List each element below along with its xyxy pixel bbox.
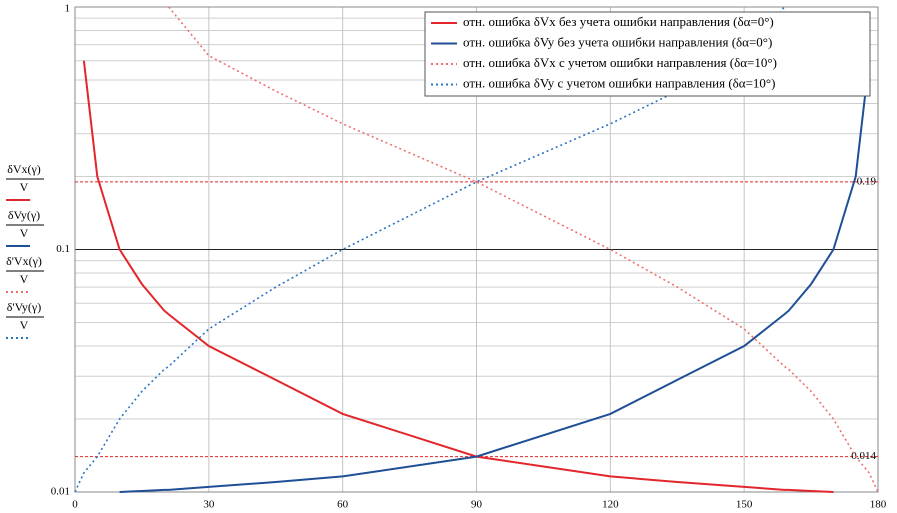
series-line: [82, 60, 834, 493]
legend-label: отн. ошибка δVx без учета ошибки направл…: [463, 14, 774, 29]
y-axis-label: V: [20, 226, 29, 240]
legend-label: отн. ошибка δVx с учетом ошибки направле…: [463, 55, 777, 70]
series-line: [168, 6, 879, 493]
x-tick-label: 150: [736, 499, 753, 511]
series-line: [74, 6, 785, 493]
series-line: [119, 60, 871, 493]
x-tick-label: 90: [471, 499, 483, 511]
y-tick-label: 1: [65, 3, 71, 15]
x-tick-label: 120: [602, 499, 619, 511]
x-tick-label: 30: [203, 499, 215, 511]
reference-label: 0.19: [857, 175, 877, 187]
x-tick-label: 0: [72, 499, 78, 511]
y-axis-label: δVy(γ): [8, 208, 40, 222]
y-tick-label: 0.1: [56, 243, 70, 255]
y-axis-label: V: [20, 180, 29, 194]
y-tick-label: 0.01: [51, 486, 70, 498]
legend-box: [424, 11, 871, 97]
reference-label: 0.014: [851, 450, 876, 462]
y-axis-label: V: [20, 318, 29, 332]
y-axis-label: δ'Vy(γ): [7, 300, 41, 314]
x-tick-label: 60: [337, 499, 349, 511]
legend-label: отн. ошибка δVy без учета ошибки направл…: [463, 34, 772, 49]
legend-label: отн. ошибка δVy с учетом ошибки направле…: [463, 75, 775, 90]
x-tick-label: 180: [870, 499, 887, 511]
plot-frame: [74, 6, 879, 493]
y-axis-label: δ'Vx(γ): [6, 254, 42, 268]
y-axis-label: V: [20, 272, 29, 286]
y-axis-label: δVx(γ): [7, 162, 41, 176]
